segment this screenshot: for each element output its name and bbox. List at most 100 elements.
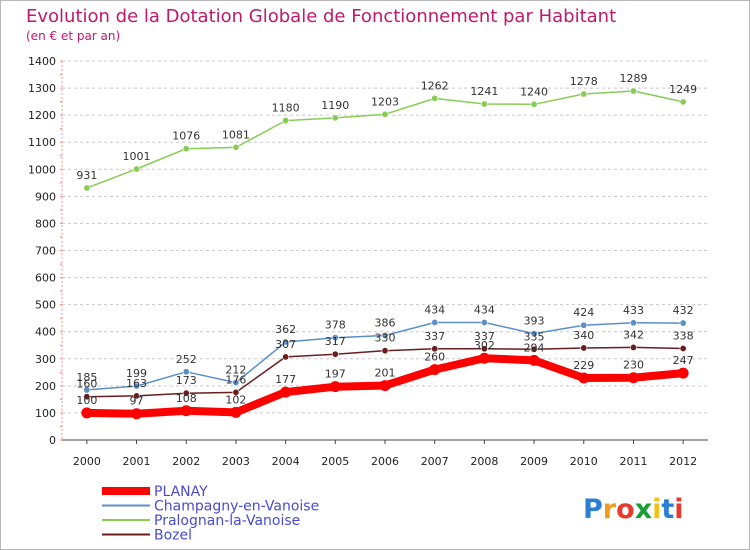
data-point	[182, 145, 190, 153]
data-point	[580, 344, 588, 352]
y-tick-label: 600	[35, 272, 56, 285]
x-tick-label: 2012	[669, 455, 697, 468]
data-point	[578, 372, 590, 384]
data-label: 1262	[421, 79, 449, 92]
data-label: 252	[176, 353, 197, 366]
x-tick-label: 2001	[123, 455, 151, 468]
x-tick-label: 2011	[619, 455, 647, 468]
data-point	[280, 386, 292, 398]
chart-subtitle: (en € et par an)	[26, 29, 120, 43]
data-point	[627, 372, 639, 384]
y-tick-label: 300	[35, 353, 56, 366]
data-point	[381, 347, 389, 355]
data-label: 1289	[619, 72, 647, 85]
y-tick-label: 1400	[28, 55, 56, 68]
legend-label: Champagny-en-Vanoise	[154, 499, 319, 515]
data-point	[530, 100, 538, 108]
data-label: 424	[573, 306, 594, 319]
data-point	[232, 388, 240, 396]
data-point	[580, 90, 588, 98]
logo-letter: r	[603, 494, 617, 525]
data-point	[677, 367, 689, 379]
data-label: 97	[130, 395, 144, 408]
data-point	[133, 165, 141, 173]
data-label: 338	[673, 329, 694, 342]
x-tick-label: 2005	[321, 455, 349, 468]
data-point	[429, 364, 441, 376]
x-tick-label: 2010	[570, 455, 598, 468]
data-point	[133, 382, 141, 390]
y-tick-label: 0	[49, 434, 56, 447]
data-point	[528, 354, 540, 366]
y-tick-label: 1300	[28, 82, 56, 95]
data-label: 434	[424, 304, 445, 317]
data-label: 330	[375, 332, 396, 345]
data-point	[431, 319, 439, 327]
data-label: 1180	[272, 102, 300, 115]
data-point	[83, 386, 91, 394]
data-point	[530, 345, 538, 353]
data-point	[480, 345, 488, 353]
logo-letter: P	[583, 494, 603, 525]
data-point	[629, 87, 637, 95]
y-tick-label: 1200	[28, 109, 56, 122]
x-tick-label: 2009	[520, 455, 548, 468]
data-label: 1001	[123, 150, 151, 163]
data-label: 229	[573, 359, 594, 372]
legend: PLANAYChampagny-en-VanoisePralognan-la-V…	[102, 484, 319, 544]
data-point	[232, 143, 240, 151]
data-label: 1240	[520, 85, 548, 98]
data-label: 1190	[321, 99, 349, 112]
data-point	[679, 319, 687, 327]
data-point	[180, 405, 192, 417]
data-point	[329, 381, 341, 393]
data-label: 362	[275, 323, 296, 336]
data-point	[629, 343, 637, 351]
data-label: 931	[76, 169, 97, 182]
data-label: 1076	[172, 130, 200, 143]
data-point	[232, 379, 240, 387]
data-label: 185	[76, 371, 97, 384]
data-labels: 931 1001 1076 1081 1180 1190 1203 1262 1241 1240 1…	[76, 72, 697, 408]
data-point	[133, 392, 141, 400]
data-label: 230	[623, 359, 644, 372]
data-point	[679, 98, 687, 106]
data-point	[478, 352, 490, 364]
y-tick-label: 1100	[28, 136, 56, 149]
data-label: 335	[524, 330, 545, 343]
data-label: 260	[424, 351, 445, 364]
data-label: 386	[375, 317, 396, 330]
legend-label: PLANAY	[154, 484, 208, 500]
data-point	[182, 389, 190, 397]
data-point	[331, 350, 339, 358]
data-label: 199	[126, 367, 147, 380]
data-point	[282, 338, 290, 346]
data-point	[381, 332, 389, 340]
data-label: 340	[573, 329, 594, 342]
data-label: 317	[325, 335, 346, 348]
data-label: 433	[623, 304, 644, 317]
data-label: 1249	[669, 83, 697, 96]
logo-letter: o	[616, 494, 635, 525]
data-label: 176	[225, 373, 246, 386]
data-point	[331, 114, 339, 122]
proxiti-logo: Proxiti	[583, 494, 684, 525]
x-tick-label: 2000	[73, 455, 101, 468]
x-tick-label: 2003	[222, 455, 250, 468]
data-label: 1241	[470, 85, 498, 98]
data-label: 337	[424, 330, 445, 343]
logo-letter: i	[652, 494, 661, 525]
y-tick-label: 800	[35, 217, 56, 230]
y-tick-label: 500	[35, 299, 56, 312]
data-label: 247	[673, 354, 694, 367]
data-point	[629, 319, 637, 327]
data-point	[230, 406, 242, 418]
data-label: 302	[474, 339, 495, 352]
data-point	[282, 353, 290, 361]
legend-label: Pralognan-la-Vanoise	[154, 513, 300, 529]
data-label: 1278	[570, 75, 598, 88]
data-point	[679, 344, 687, 352]
data-point	[182, 368, 190, 376]
data-label: 160	[76, 378, 97, 391]
